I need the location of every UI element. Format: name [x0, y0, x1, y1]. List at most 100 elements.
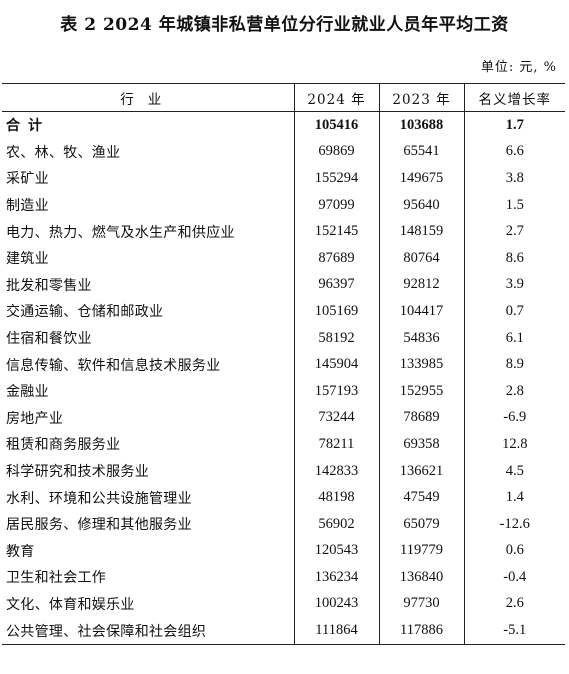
header-2023: 2023 年 — [378, 83, 464, 112]
row-growth: 3.9 — [463, 271, 565, 299]
table-title: 表 2 2024 年城镇非私营单位分行业就业人员年平均工资 — [60, 15, 509, 35]
row-2024: 157193 — [293, 377, 379, 405]
table-row: 水利、环境和公共设施管理业 48198 47549 1.4 — [2, 484, 565, 511]
row-growth: 6.1 — [463, 324, 565, 352]
row-2023: 152955 — [378, 377, 464, 405]
row-industry: 合计 — [6, 118, 50, 135]
header-growth: 名义增长率 — [463, 83, 565, 112]
row-industry: 农、林、牧、渔业 — [6, 144, 121, 161]
row-industry: 卫生和社会工作 — [6, 570, 107, 587]
row-2023: 65079 — [378, 510, 464, 538]
header-2024: 2024 年 — [293, 83, 379, 112]
row-growth: 2.7 — [463, 218, 565, 245]
table-row-total: 合计 105416 103688 1.7 — [2, 111, 565, 139]
row-growth: 8.9 — [463, 351, 565, 378]
table-row: 金融业 157193 152955 2.8 — [2, 377, 565, 405]
row-growth: 2.6 — [463, 590, 565, 618]
row-2024: 78211 — [293, 431, 379, 458]
row-growth: -5.1 — [463, 617, 565, 645]
row-growth: 1.4 — [463, 484, 565, 511]
row-industry: 批发和零售业 — [6, 277, 92, 294]
row-industry: 建筑业 — [6, 251, 49, 268]
row-2024: 56902 — [293, 510, 379, 538]
row-industry: 交通运输、仓储和邮政业 — [6, 304, 164, 321]
table-row: 建筑业 87689 80764 8.6 — [2, 244, 565, 272]
row-industry: 住宿和餐饮业 — [6, 331, 92, 348]
table-row: 教育 120543 119779 0.6 — [2, 537, 565, 565]
row-growth: 1.5 — [463, 191, 565, 219]
table-row: 卫生和社会工作 136234 136840 -0.4 — [2, 564, 565, 591]
row-2024: 142833 — [293, 457, 379, 485]
row-2023: 136621 — [378, 457, 464, 485]
wage-table: 行业 2024 年 2023 年 名义增长率 合计 105416 103688 … — [2, 83, 565, 645]
row-growth: 0.6 — [463, 537, 565, 565]
row-industry: 采矿业 — [6, 171, 49, 188]
row-industry: 信息传输、软件和信息技术服务业 — [6, 357, 221, 374]
row-growth: 1.7 — [463, 111, 565, 139]
row-industry: 房地产业 — [6, 410, 64, 427]
row-industry: 科学研究和技术服务业 — [6, 464, 149, 481]
row-2024: 69869 — [293, 138, 379, 166]
row-industry: 公共管理、社会保障和社会组织 — [2, 617, 294, 645]
table-row: 采矿业 155294 149675 3.8 — [2, 165, 565, 192]
row-2023: 78689 — [378, 404, 464, 432]
row-2023: 117886 — [378, 617, 464, 645]
table-row: 租赁和商务服务业 78211 69358 12.8 — [2, 431, 565, 458]
row-2024: 100243 — [293, 590, 379, 618]
unit-note: 单位: 元, % — [480, 60, 557, 75]
row-industry: 水利、环境和公共设施管理业 — [6, 490, 192, 507]
row-2023: 95640 — [378, 191, 464, 219]
row-growth: 8.6 — [463, 244, 565, 272]
table-row: 批发和零售业 96397 92812 3.9 — [2, 271, 565, 299]
row-2023: 148159 — [378, 218, 464, 245]
row-2023: 104417 — [378, 298, 464, 325]
row-2023: 80764 — [378, 244, 464, 272]
row-2024: 111864 — [293, 617, 379, 645]
row-2023: 103688 — [378, 111, 464, 139]
row-growth: 2.8 — [463, 377, 565, 405]
row-2023: 47549 — [378, 484, 464, 511]
row-growth: 6.6 — [463, 138, 565, 166]
row-2024: 73244 — [293, 404, 379, 432]
row-2023: 54836 — [378, 324, 464, 352]
header-industry: 行业 — [2, 83, 294, 112]
row-2023: 97730 — [378, 590, 464, 618]
row-2024: 48198 — [293, 484, 379, 511]
table-row: 电力、热力、燃气及水生产和供应业 152145 148159 2.7 — [2, 218, 565, 245]
row-2024: 105169 — [293, 298, 379, 325]
table-row: 文化、体育和娱乐业 100243 97730 2.6 — [2, 590, 565, 618]
row-2024: 97099 — [293, 191, 379, 219]
row-2024: 105416 — [293, 111, 379, 139]
row-industry: 居民服务、修理和其他服务业 — [6, 517, 192, 534]
row-growth: -0.4 — [463, 564, 565, 591]
row-industry: 教育 — [6, 543, 35, 560]
row-industry: 文化、体育和娱乐业 — [6, 596, 135, 613]
table-row: 公共管理、社会保障和社会组织 111864 117886 -5.1 — [2, 617, 565, 645]
table-row: 住宿和餐饮业 58192 54836 6.1 — [2, 324, 565, 352]
row-growth: 3.8 — [463, 165, 565, 192]
row-industry: 制造业 — [6, 198, 49, 215]
row-2024: 136234 — [293, 564, 379, 591]
table-row: 交通运输、仓储和邮政业 105169 104417 0.7 — [2, 298, 565, 325]
row-2023: 69358 — [378, 431, 464, 458]
row-2024: 96397 — [293, 271, 379, 299]
table-row: 农、林、牧、渔业 69869 65541 6.6 — [2, 138, 565, 166]
row-growth: 4.5 — [463, 457, 565, 485]
row-2023: 92812 — [378, 271, 464, 299]
row-2024: 145904 — [293, 351, 379, 378]
table-row: 信息传输、软件和信息技术服务业 145904 133985 8.9 — [2, 351, 565, 378]
row-industry: 租赁和商务服务业 — [6, 437, 121, 454]
table-row: 居民服务、修理和其他服务业 56902 65079 -12.6 — [2, 510, 565, 538]
table-row: 制造业 97099 95640 1.5 — [2, 191, 565, 219]
row-growth: 12.8 — [463, 431, 565, 458]
row-2023: 119779 — [378, 537, 464, 565]
row-growth: -6.9 — [463, 404, 565, 432]
table-row: 房地产业 73244 78689 -6.9 — [2, 404, 565, 432]
row-2024: 58192 — [293, 324, 379, 352]
row-industry: 金融业 — [6, 384, 49, 401]
row-industry: 电力、热力、燃气及水生产和供应业 — [6, 224, 235, 241]
row-2023: 65541 — [378, 138, 464, 166]
row-2023: 149675 — [378, 165, 464, 192]
row-growth: 0.7 — [463, 298, 565, 325]
table-row: 科学研究和技术服务业 142833 136621 4.5 — [2, 457, 565, 485]
